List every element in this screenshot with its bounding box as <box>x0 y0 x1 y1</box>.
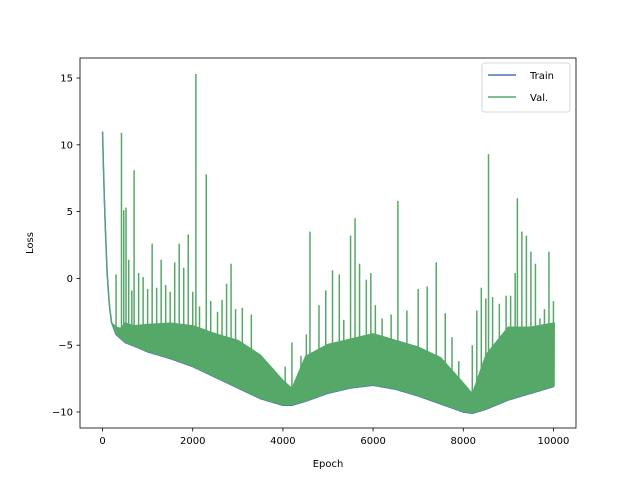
x-axis-title: Epoch <box>313 459 344 470</box>
y-tick-label-1: −5 <box>58 341 73 352</box>
y-tick-label-2: 0 <box>67 274 73 285</box>
x-axis: 0 2000 4000 6000 8000 10000 <box>99 428 569 447</box>
series-line-val <box>101 131 555 414</box>
y-tick-label-4: 10 <box>60 140 73 151</box>
y-tick-label-0: −10 <box>52 407 73 418</box>
x-tick-label-0: 0 <box>99 436 105 447</box>
x-tick-label-1: 2000 <box>180 436 205 447</box>
y-axis-title: Loss <box>25 232 36 254</box>
y-axis: −10 −5 0 5 10 15 <box>52 74 80 418</box>
x-tick-label-4: 8000 <box>451 436 476 447</box>
y-tick-label-3: 5 <box>67 207 73 218</box>
y-tick-label-5: 15 <box>60 74 73 85</box>
legend-label-train: Train <box>529 71 554 82</box>
x-tick-label-3: 6000 <box>360 436 385 447</box>
axes-frame <box>79 57 577 429</box>
legend-box <box>481 62 571 113</box>
x-tick-label-5: 10000 <box>538 436 570 447</box>
plot-area <box>101 74 555 415</box>
x-tick-label-2: 4000 <box>270 436 295 447</box>
legend: Train Val. <box>481 62 571 113</box>
legend-label-val: Val. <box>530 93 548 104</box>
